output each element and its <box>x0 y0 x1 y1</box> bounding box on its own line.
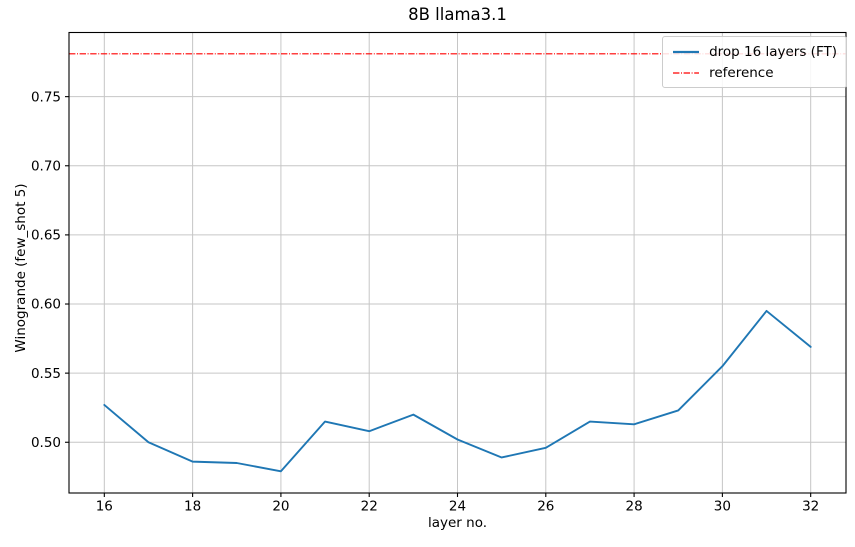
solid-line-icon <box>673 50 700 53</box>
svg-text:32: 32 <box>802 499 819 515</box>
svg-text:0.65: 0.65 <box>31 228 61 244</box>
svg-text:0.75: 0.75 <box>31 89 61 105</box>
dashdot-line-icon <box>673 71 700 74</box>
legend-label: reference <box>709 64 774 81</box>
legend-item-drop-16-layers: drop 16 layers (FT) <box>672 41 837 62</box>
svg-text:22: 22 <box>361 499 378 515</box>
svg-text:28: 28 <box>625 499 642 515</box>
legend-item-reference: reference <box>672 62 837 83</box>
x-axis-label: layer no. <box>427 515 488 531</box>
svg-text:16: 16 <box>96 499 113 515</box>
svg-text:30: 30 <box>714 499 731 515</box>
svg-text:0.60: 0.60 <box>31 297 61 313</box>
svg-text:0.55: 0.55 <box>31 366 61 382</box>
chart-title: 8B llama3.1 <box>408 5 507 24</box>
legend-label: drop 16 layers (FT) <box>709 43 837 60</box>
svg-text:26: 26 <box>537 499 554 515</box>
svg-text:18: 18 <box>184 499 201 515</box>
svg-text:0.50: 0.50 <box>31 435 61 451</box>
svg-text:20: 20 <box>272 499 289 515</box>
legend: drop 16 layers (FT) reference <box>662 36 847 88</box>
svg-text:24: 24 <box>449 499 466 515</box>
svg-text:0.70: 0.70 <box>31 158 61 174</box>
